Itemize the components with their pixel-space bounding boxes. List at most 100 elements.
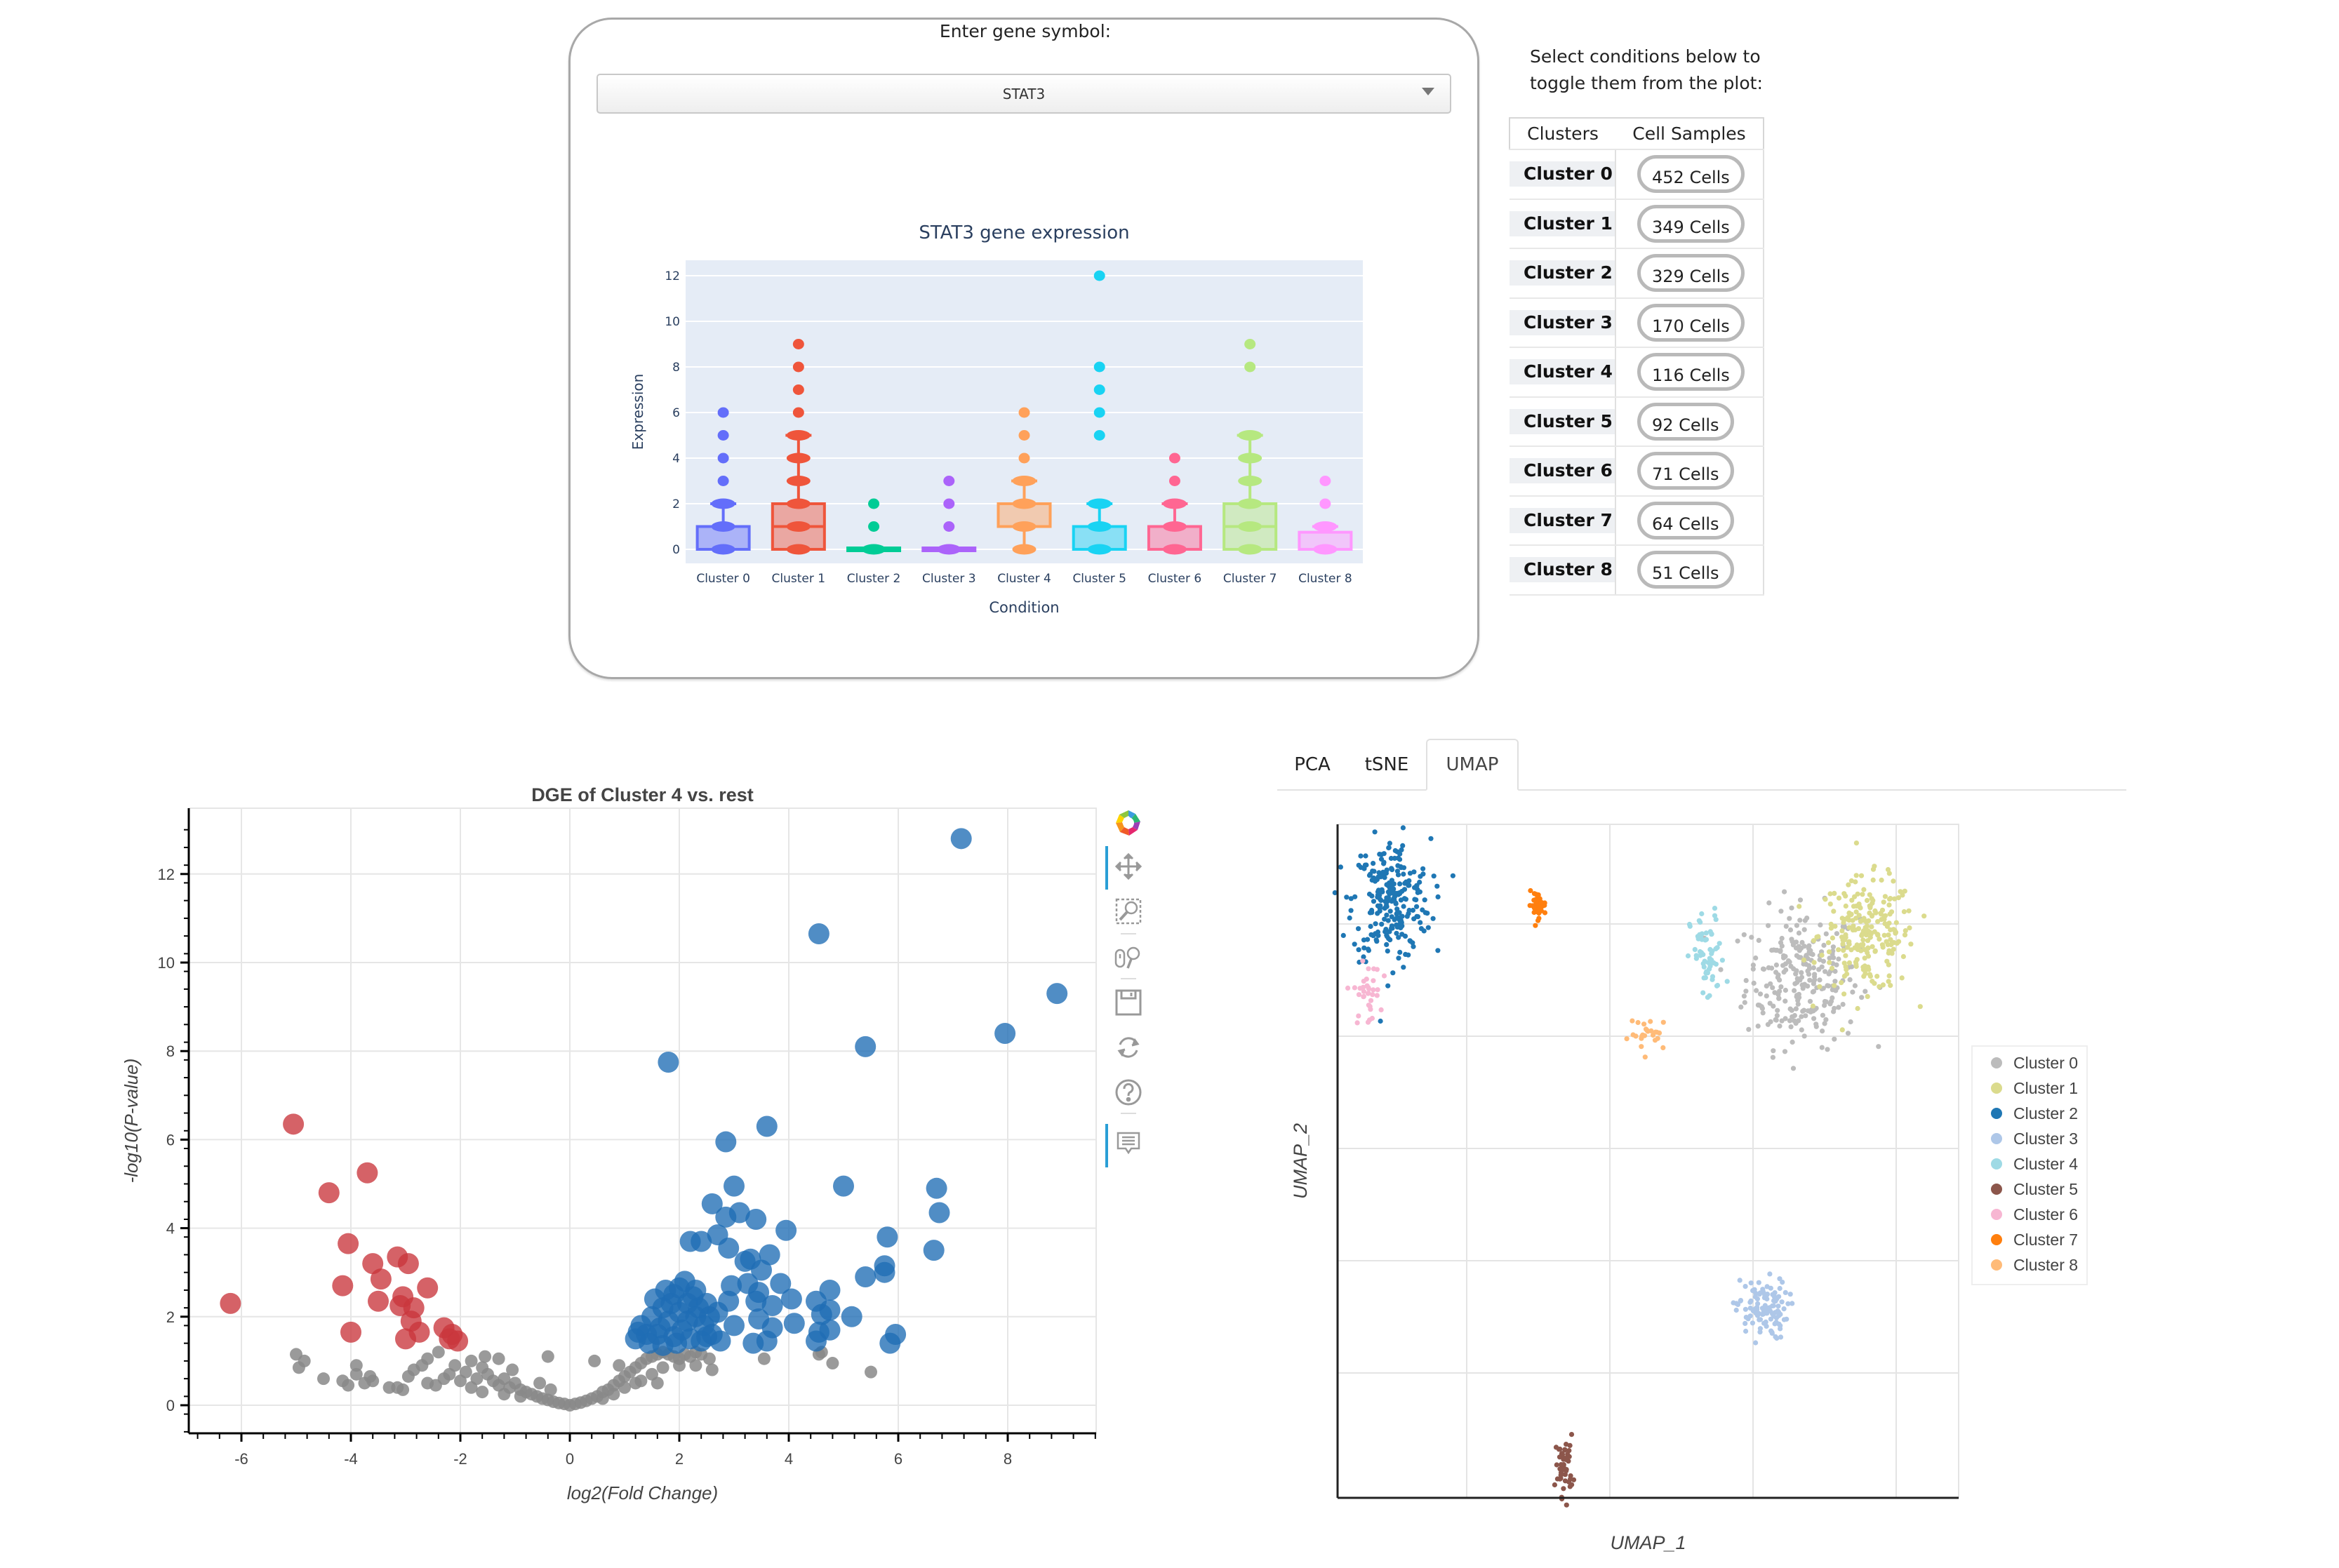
legend-item[interactable]: Cluster 7 [1973,1229,2078,1250]
cell-count-button-2[interactable]: 329 Cells [1637,254,1745,293]
umap-point-Cluster-1 [1895,895,1901,901]
help-icon[interactable] [1112,1076,1145,1108]
cell-count-button-3[interactable]: 170 Cells [1637,303,1745,342]
box-point [943,476,955,486]
cluster-cell: Cluster 2 [1510,248,1616,299]
umap-point-Cluster-4 [1685,953,1691,959]
cell-count-button-8[interactable]: 51 Cells [1637,551,1734,589]
box-zoom-icon[interactable] [1112,895,1145,927]
umap-point-Cluster-0 [1819,1045,1825,1050]
cell-count-button-0[interactable]: 452 Cells [1637,155,1745,194]
umap-point-Cluster-0 [1848,1019,1853,1025]
tab-pca[interactable]: PCA [1294,754,1331,775]
save-icon[interactable] [1112,986,1145,1019]
umap-point-Cluster-1 [1853,840,1859,846]
cell-count-button-1[interactable]: 349 Cells [1637,204,1745,243]
y-tick-label: 4 [166,1220,175,1238]
data-point-up-regulated [724,1175,745,1197]
data-point-down-regulated [220,1292,241,1314]
cluster-toggle-4[interactable]: Cluster 4 [1510,359,1615,385]
x-axis-label: log2(Fold Change) [567,1482,718,1503]
umap-point-Cluster-0 [1738,1004,1744,1010]
cluster-toggle-2[interactable]: Cluster 2 [1510,260,1615,286]
legend-item[interactable]: Cluster 3 [1973,1128,2078,1149]
umap-point-Cluster-2 [1398,897,1404,903]
umap-point-Cluster-1 [1851,923,1856,929]
umap-point-Cluster-0 [1782,1049,1788,1054]
umap-point-Cluster-5 [1568,1432,1575,1438]
cluster-toggle-1[interactable]: Cluster 1 [1510,210,1615,236]
data-point-down-regulated [340,1321,361,1343]
cluster-toggle-3[interactable]: Cluster 3 [1510,309,1615,335]
legend-item[interactable]: Cluster 4 [1973,1153,2078,1174]
box-point [1244,339,1256,349]
umap-point-Cluster-1 [1877,937,1882,942]
data-point-up-regulated [677,1311,698,1332]
box-point [943,498,955,509]
umap-point-Cluster-0 [1794,976,1800,981]
umap-point-Cluster-5 [1558,1475,1564,1481]
cluster-toggle-5[interactable]: Cluster 5 [1510,408,1615,434]
umap-point-Cluster-2 [1381,861,1387,866]
umap-point-Cluster-0 [1759,1004,1764,1010]
umap-point-Cluster-1 [1870,877,1876,883]
umap-point-Cluster-0 [1820,1012,1825,1018]
hover-icon[interactable] [1112,1127,1145,1159]
legend-item[interactable]: Cluster 0 [1973,1052,2078,1073]
umap-point-Cluster-1 [1841,948,1846,953]
umap-point-Cluster-1 [1900,953,1906,960]
cell-count-button-4[interactable]: 116 Cells [1637,353,1745,391]
cluster-toggle-0[interactable]: Cluster 0 [1510,161,1615,187]
umap-point-Cluster-0 [1777,1023,1782,1029]
umap-point-Cluster-3 [1733,1307,1739,1313]
legend-item[interactable]: Cluster 2 [1973,1103,2078,1124]
data-point-not-significant [702,1352,716,1365]
umap-point-Cluster-1 [1875,919,1881,925]
umap-point-Cluster-1 [1881,914,1887,920]
umap-point-Cluster-4 [1717,941,1722,946]
wheel-zoom-icon[interactable] [1112,942,1145,974]
data-point-up-regulated [734,1250,756,1272]
legend-item[interactable]: Cluster 1 [1973,1078,2078,1099]
box-point [711,498,735,509]
umap-point-Cluster-1 [1856,913,1862,918]
umap-point-Cluster-5 [1561,1486,1566,1492]
umap-point-Cluster-0 [1764,993,1769,999]
pan-icon[interactable] [1112,850,1145,883]
bokeh-logo-icon[interactable] [1112,807,1145,839]
umap-point-Cluster-1 [1855,926,1862,932]
umap-point-Cluster-1 [1865,950,1870,956]
x-tick-label: Cluster 3 [922,572,976,586]
umap-point-Cluster-5 [1554,1462,1559,1468]
umap-point-Cluster-1 [1886,932,1891,938]
tab-tsne[interactable]: tSNE [1364,754,1409,775]
umap-point-Cluster-1 [1853,873,1859,878]
umap-point-Cluster-2 [1390,925,1395,931]
data-point-not-significant [607,1388,620,1401]
cell-count-button-6[interactable]: 71 Cells [1637,452,1734,490]
umap-point-Cluster-1 [1887,911,1893,917]
cluster-toggle-6[interactable]: Cluster 6 [1510,458,1615,484]
gene-symbol-dropdown[interactable]: STAT3 [597,74,1451,114]
cell-count-button-7[interactable]: 64 Cells [1637,501,1734,540]
box-point [1244,361,1256,373]
reset-icon[interactable] [1112,1031,1145,1064]
legend-item[interactable]: Cluster 8 [1973,1254,2078,1275]
umap-point-Cluster-2 [1352,942,1357,947]
umap-point-Cluster-8 [1640,1032,1646,1038]
umap-point-Cluster-1 [1827,891,1833,897]
cell-count-cell: 170 Cells [1615,297,1764,348]
umap-point-Cluster-4 [1712,906,1718,911]
legend-item[interactable]: Cluster 6 [1973,1204,2078,1225]
umap-point-Cluster-1 [1861,974,1867,979]
box-point [717,453,729,464]
tab-umap[interactable]: UMAP [1426,739,1519,791]
umap-point-Cluster-0 [1776,996,1782,1001]
cluster-toggle-8[interactable]: Cluster 8 [1510,557,1615,583]
cell-count-button-5[interactable]: 92 Cells [1637,402,1734,441]
umap-point-Cluster-0 [1845,1031,1851,1036]
plot-frame [1337,824,1959,1499]
legend-item[interactable]: Cluster 5 [1973,1179,2078,1200]
gene-symbol-label: Enter gene symbol: [939,21,1112,41]
cluster-toggle-7[interactable]: Cluster 7 [1510,507,1615,533]
